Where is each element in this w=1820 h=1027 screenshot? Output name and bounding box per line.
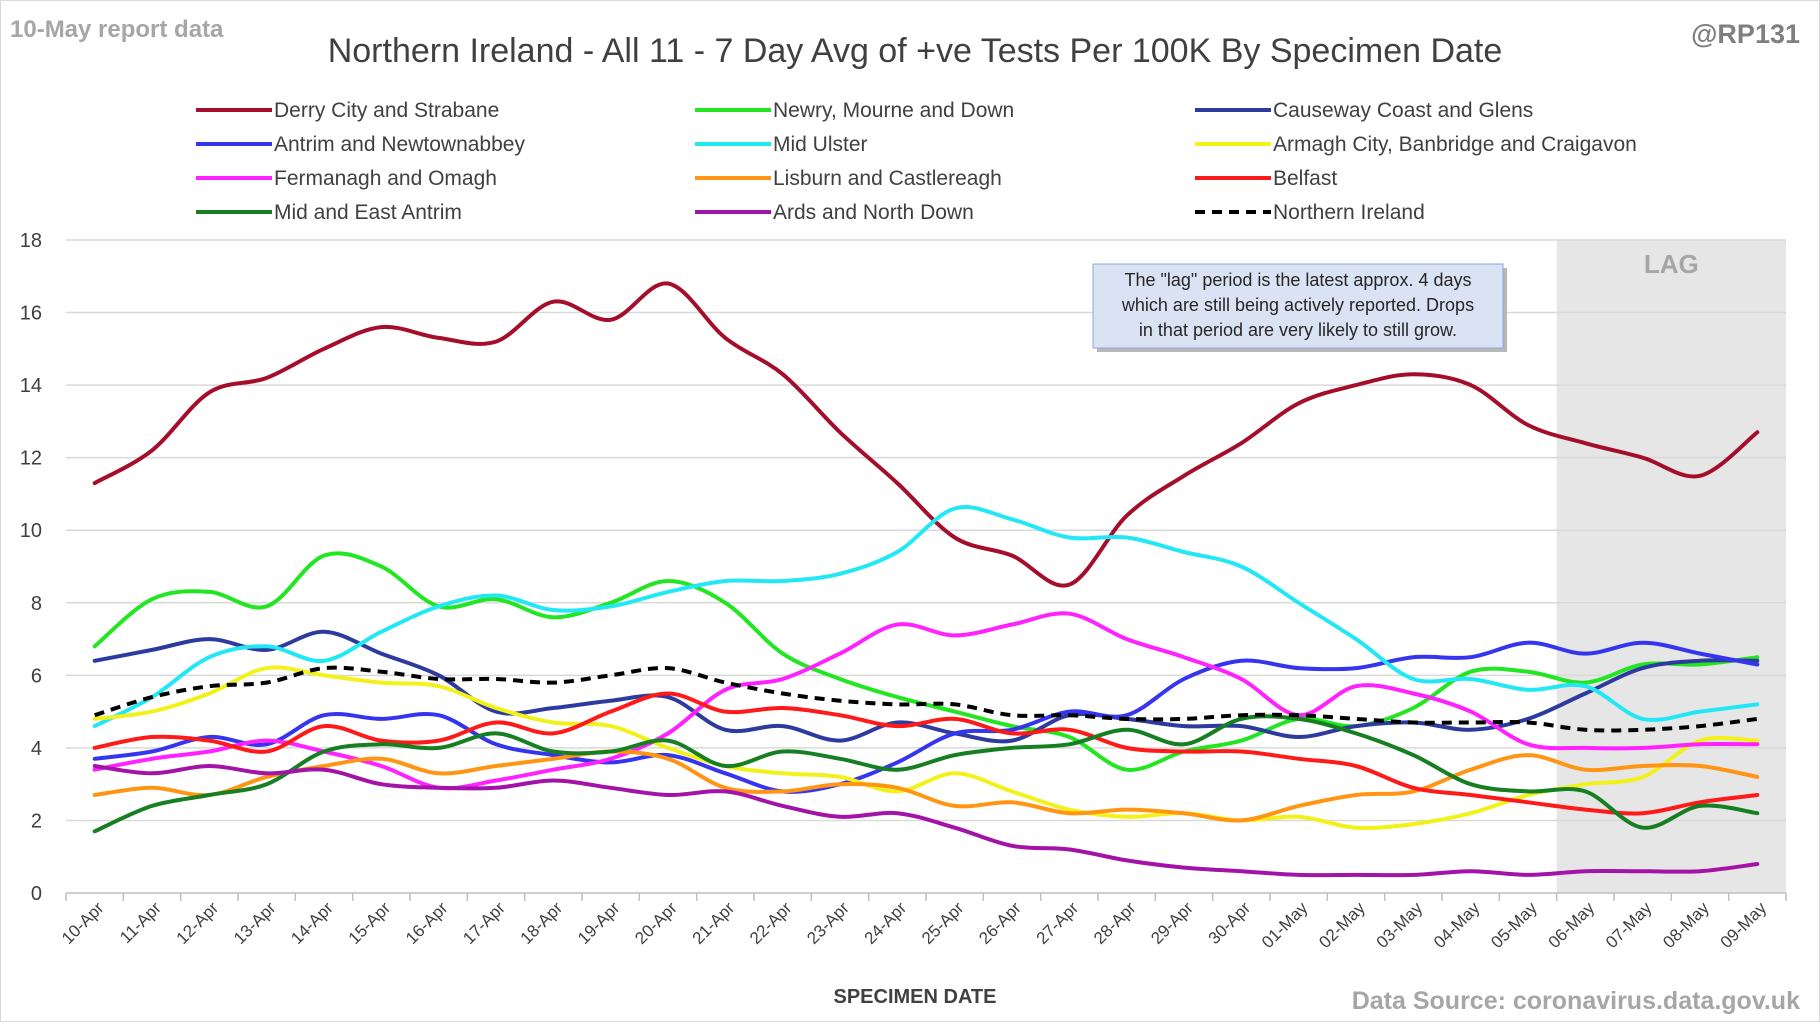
y-tick-label: 2	[31, 810, 42, 832]
y-tick-label: 18	[20, 230, 42, 252]
legend-item-lisburn-and-castlereagh: Lisburn and Castlereagh	[695, 167, 1002, 190]
legend-label: Lisburn and Castlereagh	[773, 167, 1002, 190]
annotation-text-line: in that period are very likely to still …	[1139, 320, 1457, 340]
series-line-armagh-city-banbridge-and-craigavon	[92, 665, 1760, 830]
handle: @RP131	[1691, 19, 1800, 49]
series-line-derry-city-and-strabane	[92, 281, 1760, 588]
y-tick-label: 4	[31, 738, 42, 760]
legend-item-mid-and-east-antrim: Mid and East Antrim	[196, 201, 462, 224]
lag-label: LAG	[1644, 249, 1699, 279]
legend-item-belfast: Belfast	[1195, 167, 1337, 190]
series-line-newry-mourne-and-down	[92, 551, 1760, 772]
legend-item-armagh-city-banbridge-and-craigavon: Armagh City, Banbridge and Craigavon	[1195, 133, 1637, 156]
y-tick-label: 8	[31, 593, 42, 615]
legend-item-newry-mourne-and-down: Newry, Mourne and Down	[695, 99, 1014, 122]
series-line-northern-ireland	[94, 665, 1758, 733]
series-line-mid-and-east-antrim	[92, 714, 1760, 834]
y-tick-label: 0	[31, 883, 42, 905]
legend-label: Fermanagh and Omagh	[274, 167, 497, 190]
legend-item-causeway-coast-and-glens: Causeway Coast and Glens	[1195, 99, 1533, 122]
series-line-mid-ulster	[92, 505, 1760, 729]
series-line-lisburn-and-castlereagh	[92, 749, 1760, 823]
y-tick-label: 12	[20, 448, 42, 470]
legend-label: Newry, Mourne and Down	[773, 99, 1014, 122]
series-lines	[92, 281, 1760, 878]
annotation-text-line: The "lag" period is the latest approx. 4…	[1125, 270, 1472, 290]
legend-item-ards-and-north-down: Ards and North Down	[695, 201, 974, 224]
annotation-text-line: which are still being actively reported.…	[1121, 295, 1474, 315]
legend-label: Armagh City, Banbridge and Craigavon	[1273, 133, 1637, 156]
legend-label: Derry City and Strabane	[274, 99, 499, 122]
legend-label: Northern Ireland	[1273, 201, 1425, 224]
legend-item-fermanagh-and-omagh: Fermanagh and Omagh	[196, 167, 497, 190]
y-tick-label: 14	[20, 375, 42, 397]
annotation-box	[1092, 263, 1504, 349]
legend-item-northern-ireland: Northern Ireland	[1195, 201, 1425, 224]
y-tick-label: 10	[20, 520, 42, 542]
series-line-fermanagh-and-omagh	[92, 611, 1760, 791]
y-tick-label: 6	[31, 665, 42, 687]
chart-title: Northern Ireland - All 11 - 7 Day Avg of…	[328, 32, 1503, 70]
legend-item-antrim-and-newtownabbey: Antrim and Newtownabbey	[196, 133, 525, 156]
series-line-ards-and-north-down	[92, 764, 1760, 878]
legend-label: Antrim and Newtownabbey	[274, 133, 525, 156]
legend-label: Belfast	[1273, 167, 1337, 190]
legend-label: Causeway Coast and Glens	[1273, 99, 1533, 122]
series-line-belfast	[92, 691, 1760, 816]
legend: Derry City and Strabane Newry, Mourne and…	[196, 99, 1637, 224]
legend-item-derry-city-and-strabane: Derry City and Strabane	[196, 99, 499, 122]
legend-label: Mid Ulster	[773, 133, 868, 156]
legend-label: Ards and North Down	[773, 201, 974, 224]
data-source: Data Source: coronavirus.data.gov.uk	[1352, 987, 1800, 1015]
x-axis-title: SPECIMEN DATE	[834, 986, 997, 1008]
lag-annotation: The "lag" period is the latest approx. 4…	[1092, 263, 1507, 352]
series-line-antrim-and-newtownabbey	[92, 640, 1760, 794]
legend-item-mid-ulster: Mid Ulster	[695, 133, 868, 156]
legend-label: Mid and East Antrim	[274, 201, 462, 224]
report-label: 10-May report data	[10, 16, 224, 43]
y-tick-label: 16	[20, 303, 42, 325]
